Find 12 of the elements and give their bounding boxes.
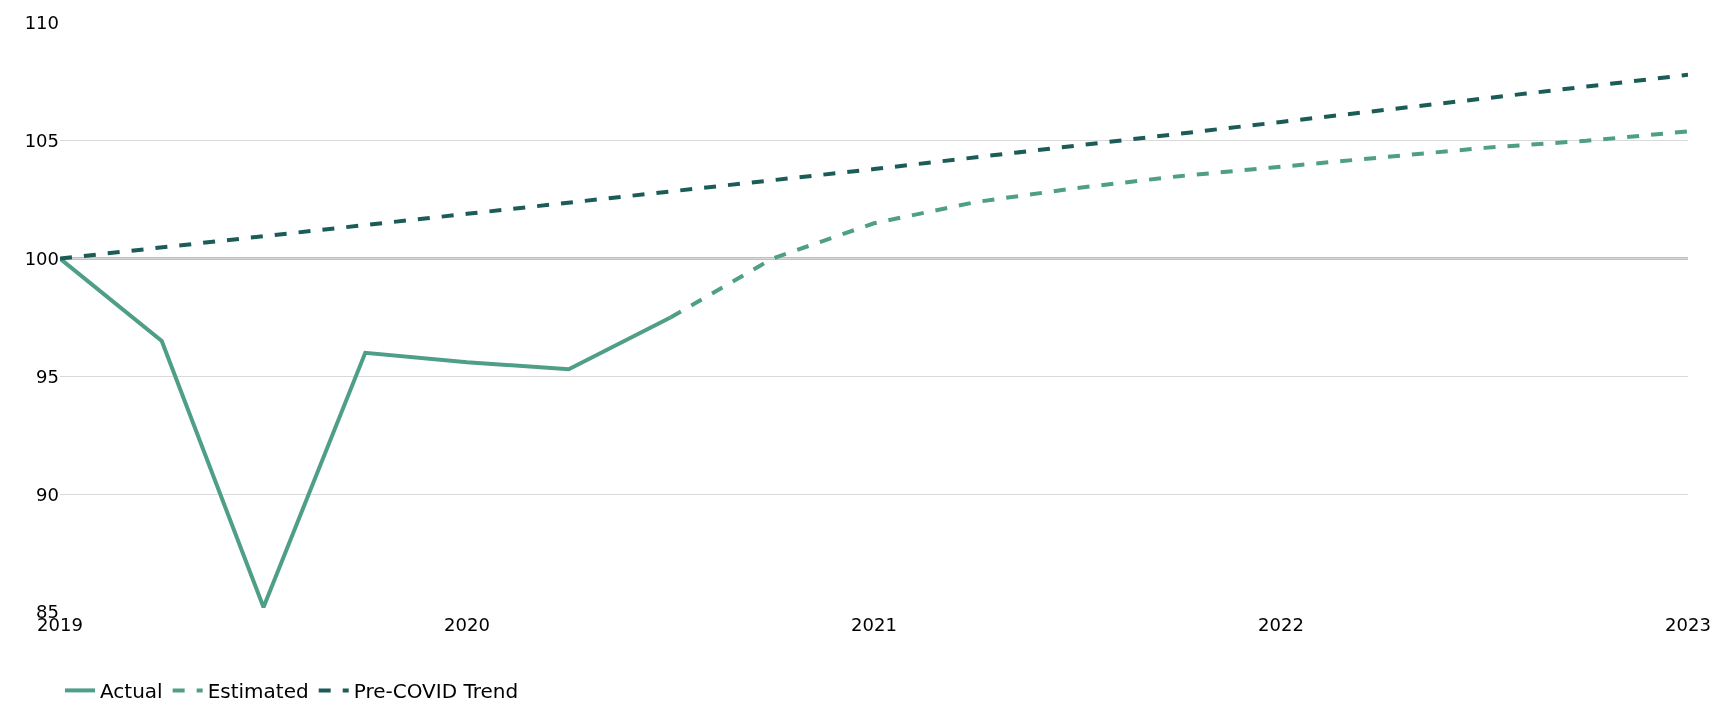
y-tick-label: 105 — [24, 130, 59, 152]
x-tick-label: 2021 — [851, 614, 897, 635]
y-tick-label: 100 — [24, 247, 59, 269]
legend-label: Pre-COVID Trend — [353, 679, 519, 704]
y-tick-label: 110 — [24, 12, 59, 34]
x-tick-label: 2022 — [1258, 614, 1304, 635]
y-tick-label: 90 — [36, 483, 59, 505]
x-tick-label: 2020 — [444, 614, 490, 635]
legend-label: Actual — [100, 679, 163, 704]
x-tick-label: 2023 — [1665, 614, 1711, 635]
legend-label: Estimated — [207, 679, 309, 704]
y-tick-label: 95 — [36, 365, 59, 387]
